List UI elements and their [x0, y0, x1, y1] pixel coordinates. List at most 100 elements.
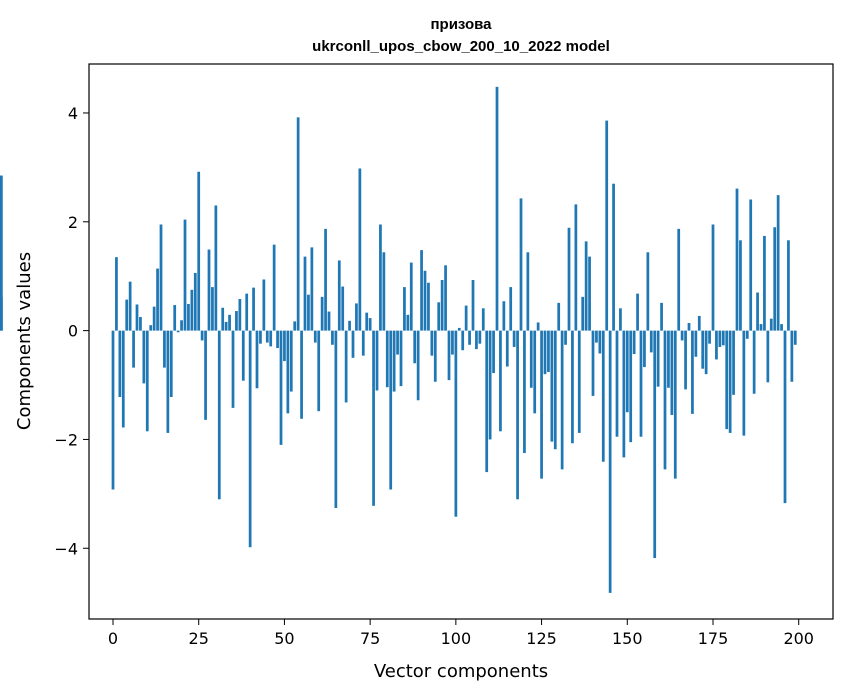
bar — [207, 249, 211, 331]
bar — [457, 327, 461, 331]
bar — [684, 330, 687, 390]
bar — [612, 183, 615, 331]
x-tick-label: 150 — [612, 629, 643, 648]
bar — [461, 330, 465, 351]
bar — [653, 330, 657, 559]
bar — [646, 252, 650, 331]
bar — [732, 330, 735, 395]
bar — [331, 330, 334, 345]
plot-frame — [88, 63, 834, 620]
bar — [317, 330, 321, 412]
bar — [625, 330, 629, 413]
bar — [499, 330, 502, 432]
y-tick-label: 2 — [68, 213, 78, 232]
bar — [163, 330, 166, 368]
y-tick-label: 0 — [68, 322, 78, 341]
bar — [780, 324, 783, 331]
bar — [433, 330, 437, 382]
bar — [135, 304, 139, 331]
bar — [368, 318, 372, 331]
bar — [495, 86, 499, 331]
bar — [344, 330, 348, 403]
bar — [217, 330, 221, 500]
bar — [272, 244, 276, 331]
bar — [379, 224, 382, 331]
bar — [673, 330, 677, 479]
bar — [187, 303, 190, 331]
bar — [139, 317, 142, 331]
bar — [224, 321, 228, 331]
bar — [660, 302, 663, 331]
bar — [283, 330, 286, 362]
chart-subtitle: ukrconll_upos_cbow_200_10_2022 model — [312, 38, 610, 55]
bar — [245, 293, 249, 331]
x-tick-label: 75 — [360, 629, 380, 648]
x-axis-label: Vector components — [374, 661, 548, 682]
bar — [478, 330, 482, 344]
bar — [173, 305, 177, 331]
bar — [601, 330, 605, 462]
bar — [605, 120, 609, 331]
bar — [389, 330, 393, 490]
bar — [128, 281, 132, 331]
y-tick-label: −2 — [54, 430, 78, 449]
bar — [427, 282, 430, 331]
y-tick-label: 4 — [68, 104, 78, 123]
bar — [763, 235, 766, 331]
bar — [471, 280, 475, 331]
bar — [557, 302, 561, 331]
bar — [649, 330, 653, 353]
bar — [464, 305, 468, 331]
bar — [598, 330, 602, 354]
bar — [375, 330, 379, 391]
bar — [293, 321, 297, 331]
bar — [416, 330, 420, 401]
bar — [423, 270, 427, 331]
bar — [169, 330, 173, 397]
bar — [742, 330, 746, 436]
bar — [324, 228, 327, 331]
bar — [745, 330, 749, 339]
bar — [176, 330, 180, 333]
bar — [581, 296, 585, 331]
bar — [591, 330, 595, 396]
bar — [769, 318, 773, 331]
bar — [776, 195, 780, 331]
bar — [313, 330, 317, 343]
bar — [735, 188, 739, 331]
bar — [697, 315, 701, 331]
bar — [492, 330, 495, 374]
bar — [361, 330, 365, 356]
bar — [790, 330, 794, 382]
bar — [269, 330, 273, 347]
bar — [351, 330, 355, 358]
bar — [704, 330, 708, 375]
bar — [327, 311, 331, 331]
bar — [711, 224, 715, 331]
bar — [509, 287, 513, 331]
bar — [529, 330, 533, 388]
bar — [725, 330, 729, 430]
bar — [252, 287, 255, 331]
bar — [355, 303, 358, 331]
bar — [444, 265, 447, 331]
bar — [337, 260, 341, 331]
bar — [577, 330, 581, 433]
bar — [409, 262, 413, 331]
bar — [533, 330, 537, 414]
bar — [228, 314, 231, 331]
bar — [440, 280, 444, 331]
bar — [454, 330, 458, 517]
bar — [118, 330, 122, 397]
bar — [125, 299, 129, 331]
bar — [211, 287, 214, 331]
bar — [399, 330, 403, 387]
bar — [372, 330, 375, 506]
bar — [677, 228, 681, 331]
bar — [183, 219, 187, 331]
bar — [560, 330, 564, 470]
bar — [166, 330, 170, 433]
bar — [680, 330, 684, 341]
bar — [766, 330, 770, 383]
bar — [721, 330, 725, 346]
